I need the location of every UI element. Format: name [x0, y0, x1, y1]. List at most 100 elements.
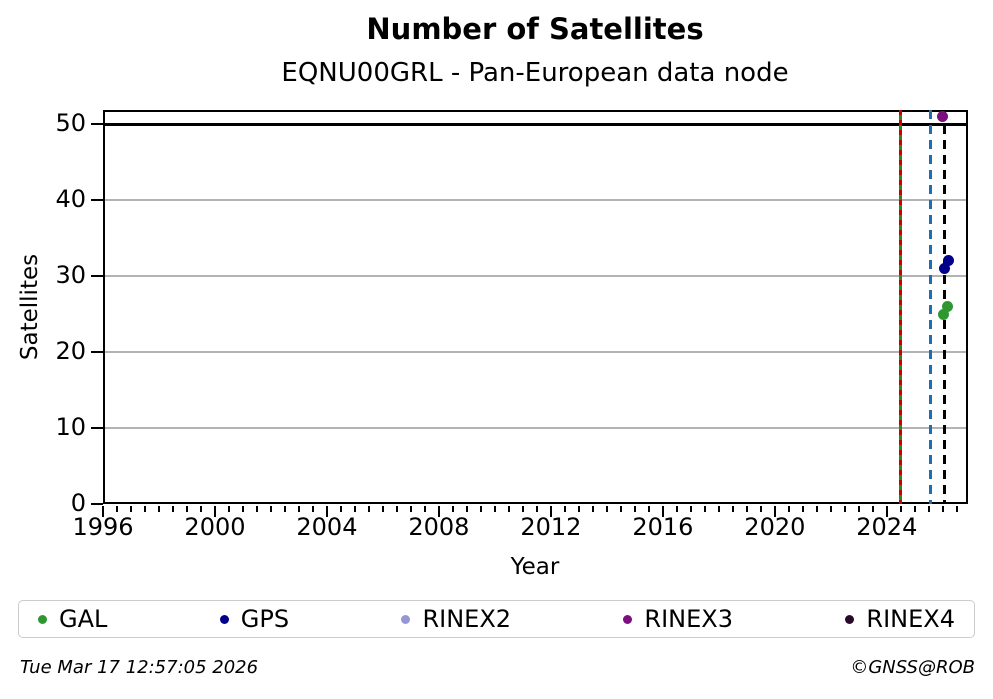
chart-title: Number of Satellites	[366, 12, 704, 46]
x-minor-tick	[927, 506, 930, 512]
x-minor-tick	[115, 506, 118, 512]
x-tick-label: 2000	[184, 513, 246, 541]
y-tick-label: 50	[55, 109, 86, 138]
y-major-tick	[91, 199, 103, 202]
x-minor-tick	[227, 506, 230, 512]
x-tick-label: 2008	[408, 513, 470, 541]
x-minor-tick	[787, 506, 790, 512]
data-point-gps	[939, 262, 951, 274]
x-tick-label: 1996	[72, 513, 134, 541]
x-minor-tick	[941, 506, 944, 512]
legend-label: GPS	[240, 605, 290, 633]
x-minor-tick	[913, 506, 916, 512]
x-minor-tick	[731, 506, 734, 512]
x-minor-tick	[269, 506, 272, 512]
legend-marker-rinex4	[845, 614, 855, 624]
y-axis-label: Satellites	[17, 253, 43, 361]
x-minor-tick	[815, 506, 818, 512]
plot-area-border	[103, 110, 968, 504]
x-minor-tick	[577, 506, 580, 512]
legend-item-rinex3: RINEX3	[623, 605, 733, 633]
legend-item-gps: GPS	[219, 605, 290, 633]
x-minor-tick	[199, 506, 202, 512]
y-tick-label: 0	[70, 489, 86, 517]
x-minor-tick	[255, 506, 258, 512]
y-tick-label: 20	[55, 337, 86, 366]
x-minor-tick	[717, 506, 720, 512]
x-minor-tick	[451, 506, 454, 512]
x-minor-tick	[171, 506, 174, 512]
y-tick-label: 30	[55, 261, 86, 290]
x-minor-tick	[801, 506, 804, 512]
x-minor-tick	[465, 506, 468, 512]
x-minor-tick	[395, 506, 398, 512]
x-minor-tick	[521, 506, 524, 512]
x-minor-tick	[675, 506, 678, 512]
legend-marker-gal	[38, 614, 47, 624]
x-tick-label: 2020	[744, 513, 806, 541]
x-minor-tick	[605, 506, 608, 512]
legend-item-rinex2: RINEX2	[401, 605, 511, 633]
x-minor-tick	[241, 506, 244, 512]
footer-timestamp: Tue Mar 17 12:57:05 2026	[20, 657, 259, 678]
legend: GAL GPS RINEX2 RINEX3 RINEX4	[18, 600, 975, 638]
legend-item-rinex4: RINEX4	[845, 605, 955, 633]
data-point-gal	[942, 300, 954, 312]
legend-label: RINEX3	[644, 605, 734, 633]
x-major-tick	[773, 506, 776, 517]
x-minor-tick	[423, 506, 426, 512]
footer-credit: ©GNSS@ROB	[850, 657, 975, 678]
h-gridline	[103, 427, 968, 429]
legend-marker-gps	[219, 614, 229, 624]
x-minor-tick	[955, 506, 958, 512]
x-minor-tick	[647, 506, 650, 512]
x-minor-tick	[829, 506, 832, 512]
x-major-tick	[213, 506, 216, 517]
x-major-tick	[661, 506, 664, 517]
legend-item-gal: GAL	[38, 605, 107, 633]
max-satellites-line	[103, 122, 968, 126]
y-tick-label: 10	[55, 413, 86, 441]
legend-marker-rinex3	[623, 614, 633, 624]
y-major-tick	[91, 123, 103, 126]
x-minor-tick	[871, 506, 874, 512]
x-minor-tick	[563, 506, 566, 512]
x-minor-tick	[311, 506, 314, 512]
y-major-tick	[91, 275, 103, 278]
h-gridline	[103, 351, 968, 354]
x-minor-tick	[759, 506, 762, 512]
y-major-tick	[91, 427, 103, 429]
data-point-gal	[938, 308, 950, 320]
x-minor-tick	[129, 506, 132, 512]
x-major-tick	[102, 506, 104, 517]
data-point-gps	[942, 255, 954, 267]
x-minor-tick	[143, 506, 146, 512]
x-minor-tick	[591, 506, 594, 512]
legend-marker-rinex2	[401, 614, 411, 624]
x-minor-tick	[185, 506, 188, 512]
x-minor-tick	[381, 506, 384, 512]
x-minor-tick	[535, 506, 538, 512]
x-minor-tick	[619, 506, 622, 512]
x-minor-tick	[689, 506, 692, 512]
x-minor-tick	[157, 506, 160, 512]
x-minor-tick	[353, 506, 356, 512]
x-minor-tick	[843, 506, 846, 512]
h-gridline	[103, 275, 968, 278]
x-minor-tick	[479, 506, 482, 512]
x-minor-tick	[899, 506, 902, 512]
x-minor-tick	[703, 506, 706, 512]
x-major-tick	[437, 506, 440, 517]
x-minor-tick	[283, 506, 286, 512]
y-tick-label: 40	[55, 185, 86, 214]
legend-label: RINEX4	[866, 605, 955, 633]
x-tick-label: 2024	[856, 513, 918, 541]
vline-dashed-short-cc0000	[899, 110, 903, 504]
x-minor-tick	[745, 506, 748, 512]
h-gridline	[103, 199, 968, 202]
x-minor-tick	[493, 506, 496, 512]
legend-label: GAL	[59, 605, 108, 633]
data-point-rinex3	[937, 110, 949, 122]
